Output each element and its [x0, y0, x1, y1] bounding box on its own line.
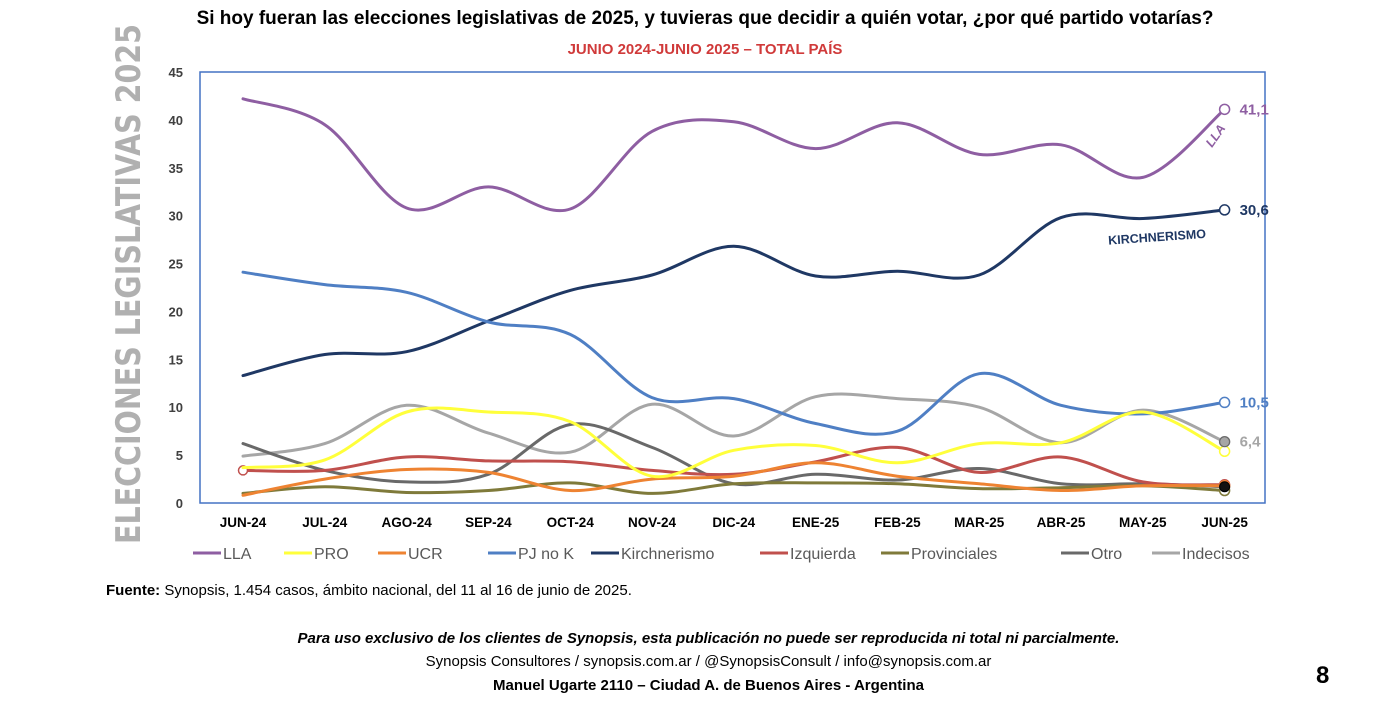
series-line-provinciales	[241, 481, 1227, 495]
y-tick-label: 25	[169, 257, 183, 272]
legend-label-indecisos: Indecisos	[1182, 546, 1250, 563]
x-tick-label: DIC-24	[712, 515, 755, 530]
x-tick-label: OCT-24	[547, 515, 595, 530]
value-label-kirchnerismo: 30,6	[1240, 202, 1269, 219]
side-title-text: ELECCIONES LEGISLATIVAS 2025	[109, 24, 148, 544]
value-label-pj-no-k: 10,5	[1240, 394, 1269, 411]
value-label-indecisos: 6,4	[1240, 434, 1262, 451]
y-tick-label: 45	[169, 65, 183, 80]
x-tick-label: MAR-25	[954, 515, 1005, 530]
y-tick-label: 10	[169, 400, 183, 415]
end-point-fill-otro	[1219, 481, 1231, 493]
chart-title: Si hoy fueran las elecciones legislativa…	[196, 8, 1214, 29]
side-title-svg: ELECCIONES LEGISLATIVAS 2025	[109, 24, 148, 544]
y-tick-label: 15	[169, 352, 183, 367]
series-line-pro	[241, 406, 1227, 479]
x-tick-label: ENE-25	[792, 515, 840, 530]
x-tick-label: ABR-25	[1037, 515, 1086, 530]
end-point-fill-indecisos	[1218, 436, 1231, 448]
x-tick-label: AGO-24	[381, 515, 432, 530]
legend-label-ucr: UCR	[408, 546, 443, 563]
legend-label-otro: Otro	[1091, 546, 1122, 563]
end-point-kirchnerismo	[1218, 204, 1231, 216]
legend-label-izquierda: Izquierda	[790, 546, 856, 563]
y-tick-label: 35	[169, 161, 183, 176]
annotation-kirchnerismo: KIRCHNERISMO	[1108, 227, 1207, 248]
value-label-lla: 41,1	[1240, 101, 1269, 118]
legend-label-provinciales: Provinciales	[911, 546, 997, 563]
x-tick-label: NOV-24	[628, 515, 677, 530]
legend-label-pj-no-k: PJ no K	[518, 546, 574, 563]
contact-line: Synopsis Consultores / synopsis.com.ar /…	[425, 653, 992, 670]
series-line-kirchnerismo	[241, 208, 1227, 378]
line-chart: 0 5 10 15 20 25 30 35 40 45 JUN-24 JUL-24 AGO-24 SEP-…	[169, 65, 1269, 563]
plot-frame	[199, 71, 1266, 504]
x-tick-label: JUN-24	[220, 515, 267, 530]
end-point-pro	[1218, 445, 1231, 458]
series-line-ucr	[241, 461, 1227, 497]
series-line-indecisos	[241, 392, 1227, 458]
x-tick-label: FEB-25	[874, 515, 921, 530]
source-note: Fuente: Synopsis, 1.454 casos, ámbito na…	[106, 582, 632, 599]
y-tick-label: 30	[169, 209, 183, 224]
x-tick-label: JUN-25	[1201, 515, 1248, 530]
legend-label-kirchnerismo: Kirchnerismo	[621, 546, 714, 563]
legend-label-pro: PRO	[314, 546, 349, 563]
x-tick-label: SEP-24	[465, 515, 512, 530]
page-number: 8	[1316, 662, 1330, 689]
side-title: ELECCIONES LEGISLATIVAS 2025	[8, 20, 240, 545]
y-tick-label: 40	[169, 113, 183, 128]
series-line-pj-no-k	[241, 270, 1227, 436]
end-point-pj-no-k	[1218, 396, 1231, 409]
y-tick-label: 5	[176, 448, 183, 463]
end-point-lla	[1218, 103, 1231, 116]
disclaimer: Para uso exclusivo de los clientes de Sy…	[297, 630, 1120, 647]
series-line-izquierda	[241, 445, 1227, 487]
x-tick-label: JUL-24	[302, 515, 348, 530]
chart-subtitle: JUNIO 2024-JUNIO 2025 – TOTAL PAÍS	[567, 41, 843, 58]
legend-label-lla: LLA	[223, 546, 252, 563]
source-text: Synopsis, 1.454 casos, ámbito nacional, …	[160, 582, 632, 599]
y-tick-label: 0	[176, 496, 183, 511]
address-line: Manuel Ugarte 2110 – Ciudad A. de Buenos…	[493, 677, 924, 694]
source-label: Fuente:	[106, 582, 161, 599]
series-line-lla	[241, 97, 1227, 213]
y-tick-label: 20	[169, 304, 183, 319]
x-tick-label: MAY-25	[1119, 515, 1167, 530]
